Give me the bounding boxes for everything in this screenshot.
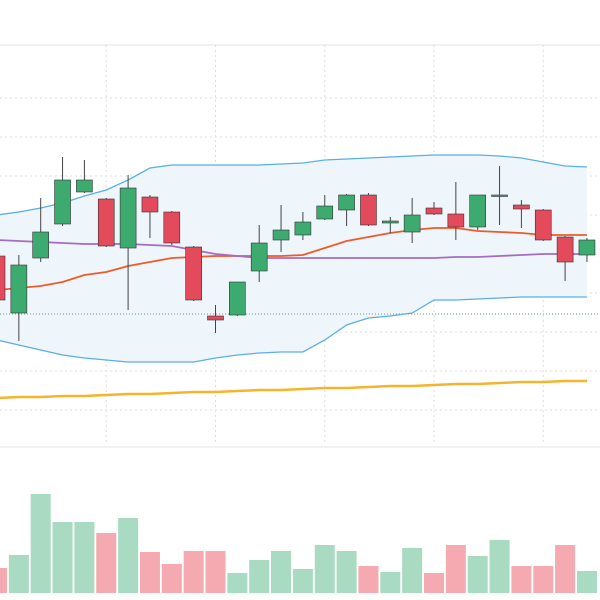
volume-bar <box>467 556 488 593</box>
volume-bar <box>358 566 379 593</box>
candle-body <box>250 242 268 272</box>
volume-bar <box>555 545 576 593</box>
volume-bar <box>118 518 139 593</box>
volume-bar <box>380 572 401 593</box>
volume-bar <box>139 552 160 593</box>
candle-body <box>97 198 115 247</box>
volume-bar <box>74 522 95 593</box>
candle-body <box>119 187 137 249</box>
volume-bar <box>511 566 532 593</box>
volume-bar <box>52 522 73 593</box>
candle-body <box>76 179 93 193</box>
candle-body <box>447 213 465 228</box>
volume-bar <box>533 566 554 593</box>
volume-bar <box>96 533 117 593</box>
candle-body <box>381 220 399 224</box>
candle-body <box>294 221 312 236</box>
candle-body <box>272 229 290 241</box>
volume-bar <box>314 545 335 593</box>
moving-average <box>0 239 587 259</box>
band-upper <box>0 154 587 216</box>
volume-bar <box>576 571 597 593</box>
moving-average <box>0 379 587 400</box>
volume-bar <box>445 545 466 593</box>
candle-body <box>403 214 421 233</box>
volume-bar <box>424 573 444 593</box>
volume-bar <box>30 494 51 593</box>
volume-bar <box>161 564 182 593</box>
volume-bar <box>227 573 248 593</box>
moving-average <box>0 227 587 291</box>
candle-body <box>513 204 530 210</box>
candle-body <box>556 236 574 263</box>
volume-bar <box>292 569 313 593</box>
candle-body <box>32 231 50 259</box>
candle-body <box>491 194 508 197</box>
band-lower <box>0 296 587 363</box>
volume-bar <box>249 560 270 593</box>
candle-body <box>360 194 377 226</box>
volume-bar <box>489 540 510 593</box>
candle-body <box>0 255 6 301</box>
candle-body <box>163 211 181 244</box>
volume-bar <box>336 551 357 593</box>
candle-body <box>207 315 224 321</box>
candle-body <box>141 196 159 213</box>
candle-body <box>229 281 246 316</box>
candle-body <box>54 179 71 225</box>
volume-bar <box>8 555 29 593</box>
candle-body <box>534 209 552 241</box>
volume-bar <box>402 548 423 593</box>
candle-body <box>578 239 596 256</box>
candle-body <box>425 207 443 215</box>
candle-body <box>316 205 334 220</box>
candle-body <box>338 194 355 211</box>
volume-bar <box>271 551 292 593</box>
candle-body <box>10 264 28 314</box>
volume-bar <box>0 568 7 593</box>
candle-body <box>185 246 202 301</box>
volume-bar <box>205 551 226 593</box>
volume-bar <box>183 551 204 593</box>
candle-body <box>469 194 487 228</box>
